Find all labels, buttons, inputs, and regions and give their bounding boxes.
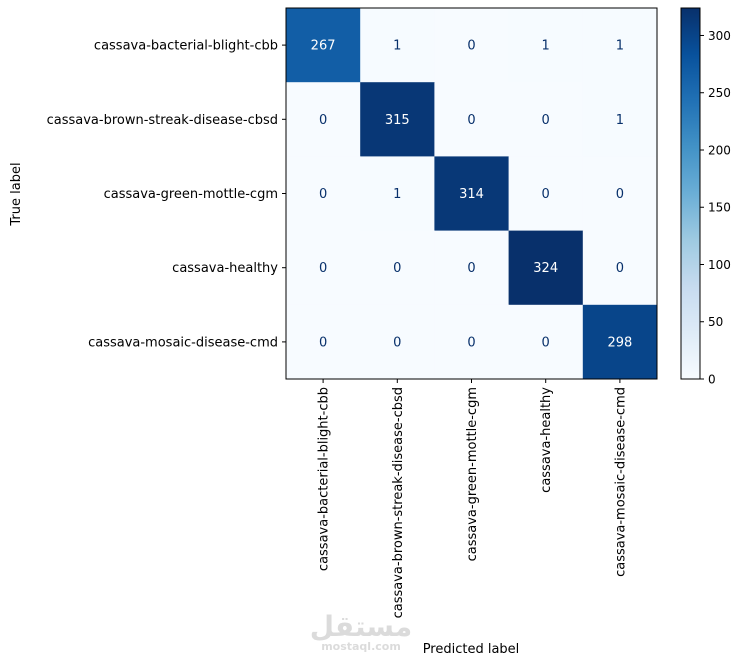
cell-value: 298 xyxy=(607,335,632,350)
cell-value: 0 xyxy=(467,113,475,128)
matrix-cell xyxy=(508,156,584,232)
cell-value: 0 xyxy=(467,261,475,276)
matrix-cell xyxy=(360,82,435,157)
x-tick-label: cassava-bacterial-blight-cbb xyxy=(317,387,332,571)
matrix-cell xyxy=(582,230,658,306)
colorbar-tick-label: 150 xyxy=(708,201,731,215)
cell-value: 1 xyxy=(393,39,401,54)
matrix-cell xyxy=(360,230,435,306)
cell-value: 0 xyxy=(393,261,401,276)
cell-value: 267 xyxy=(311,39,336,54)
cell-value: 0 xyxy=(319,335,327,350)
watermark-latin: mostaql.com xyxy=(321,640,401,653)
matrix-cell xyxy=(582,8,658,83)
matrix-cell xyxy=(434,230,510,306)
x-tick-label: cassava-green-mottle-cgm xyxy=(465,387,480,561)
colorbar-tick-label: 300 xyxy=(708,29,731,43)
y-tick-label: cassava-mosaic-disease-cmd xyxy=(88,335,278,350)
matrix-cell xyxy=(286,8,361,83)
y-tick-label: cassava-bacterial-blight-cbb xyxy=(94,39,278,54)
cell-value: 0 xyxy=(393,335,401,350)
y-tick-label: cassava-brown-streak-disease-cbsd xyxy=(47,113,278,128)
cell-value: 0 xyxy=(319,113,327,128)
matrix-cell xyxy=(582,156,658,232)
matrix-cell xyxy=(434,8,510,83)
matrix-cell xyxy=(286,82,361,157)
colorbar-frame xyxy=(680,7,701,380)
cell-value: 314 xyxy=(459,187,484,202)
cell-value: 315 xyxy=(385,113,410,128)
watermark-arabic: مستقل xyxy=(310,610,412,643)
matrix-cell xyxy=(508,82,584,157)
cell-value: 324 xyxy=(533,261,558,276)
matrix-cell xyxy=(286,230,361,306)
cell-value: 0 xyxy=(542,187,550,202)
matrix-cell xyxy=(286,156,361,232)
cell-value: 0 xyxy=(319,187,327,202)
matrix-cells xyxy=(286,8,658,380)
colorbar-ticks: 0 50 100 150 200 250 300 xyxy=(700,29,731,387)
cell-value: 0 xyxy=(467,335,475,350)
matrix-cell xyxy=(360,8,435,83)
matrix-cell xyxy=(508,304,584,380)
matrix-cell-values: 267 1 0 1 1 0 315 0 0 1 0 1 314 0 0 0 0 0 324 0 0 0 0 0 298 xyxy=(311,39,633,351)
cell-value: 1 xyxy=(393,187,401,202)
matrix-cell xyxy=(286,304,361,380)
matrix-cell xyxy=(360,156,435,232)
y-tick-labels: cassava-bacterial-blight-cbb cassava-brow… xyxy=(47,39,286,350)
colorbar-gradient xyxy=(681,8,700,379)
matrix-cell xyxy=(434,82,510,157)
matrix-cell xyxy=(582,82,658,157)
matrix-cell xyxy=(360,304,435,380)
cell-value: 1 xyxy=(616,39,624,54)
cell-value: 1 xyxy=(616,113,624,128)
y-axis-label: True label xyxy=(9,162,24,226)
matrix-cell xyxy=(434,156,510,232)
y-tick-label: cassava-healthy xyxy=(172,261,278,276)
matrix-cell xyxy=(508,8,584,83)
colorbar-tick-label: 0 xyxy=(708,373,716,387)
x-tick-label: cassava-mosaic-disease-cmd xyxy=(613,387,628,577)
colorbar-tick-label: 100 xyxy=(708,258,731,272)
colorbar-tick-label: 200 xyxy=(708,143,731,157)
cell-value: 0 xyxy=(542,113,550,128)
x-axis-label: Predicted label xyxy=(423,642,520,657)
colorbar-tick-label: 50 xyxy=(708,315,723,329)
matrix-cell xyxy=(508,230,584,306)
cell-value: 0 xyxy=(319,261,327,276)
colorbar-tick-label: 250 xyxy=(708,86,731,100)
x-tick-label: cassava-healthy xyxy=(539,387,554,493)
matrix-cell xyxy=(582,304,658,380)
colorbar: 0 50 100 150 200 250 300 xyxy=(680,7,731,387)
y-tick-label: cassava-green-mottle-cgm xyxy=(104,187,278,202)
cell-value: 0 xyxy=(542,335,550,350)
cell-value: 1 xyxy=(542,39,550,54)
cell-value: 0 xyxy=(616,187,624,202)
watermark: مستقل mostaql.com xyxy=(310,610,412,653)
cell-value: 0 xyxy=(616,261,624,276)
x-tick-label: cassava-brown-streak-disease-cbsd xyxy=(391,387,406,618)
x-tick-labels: cassava-bacterial-blight-cbb cassava-brow… xyxy=(317,379,628,618)
matrix-cell xyxy=(434,304,510,380)
cell-value: 0 xyxy=(467,39,475,54)
